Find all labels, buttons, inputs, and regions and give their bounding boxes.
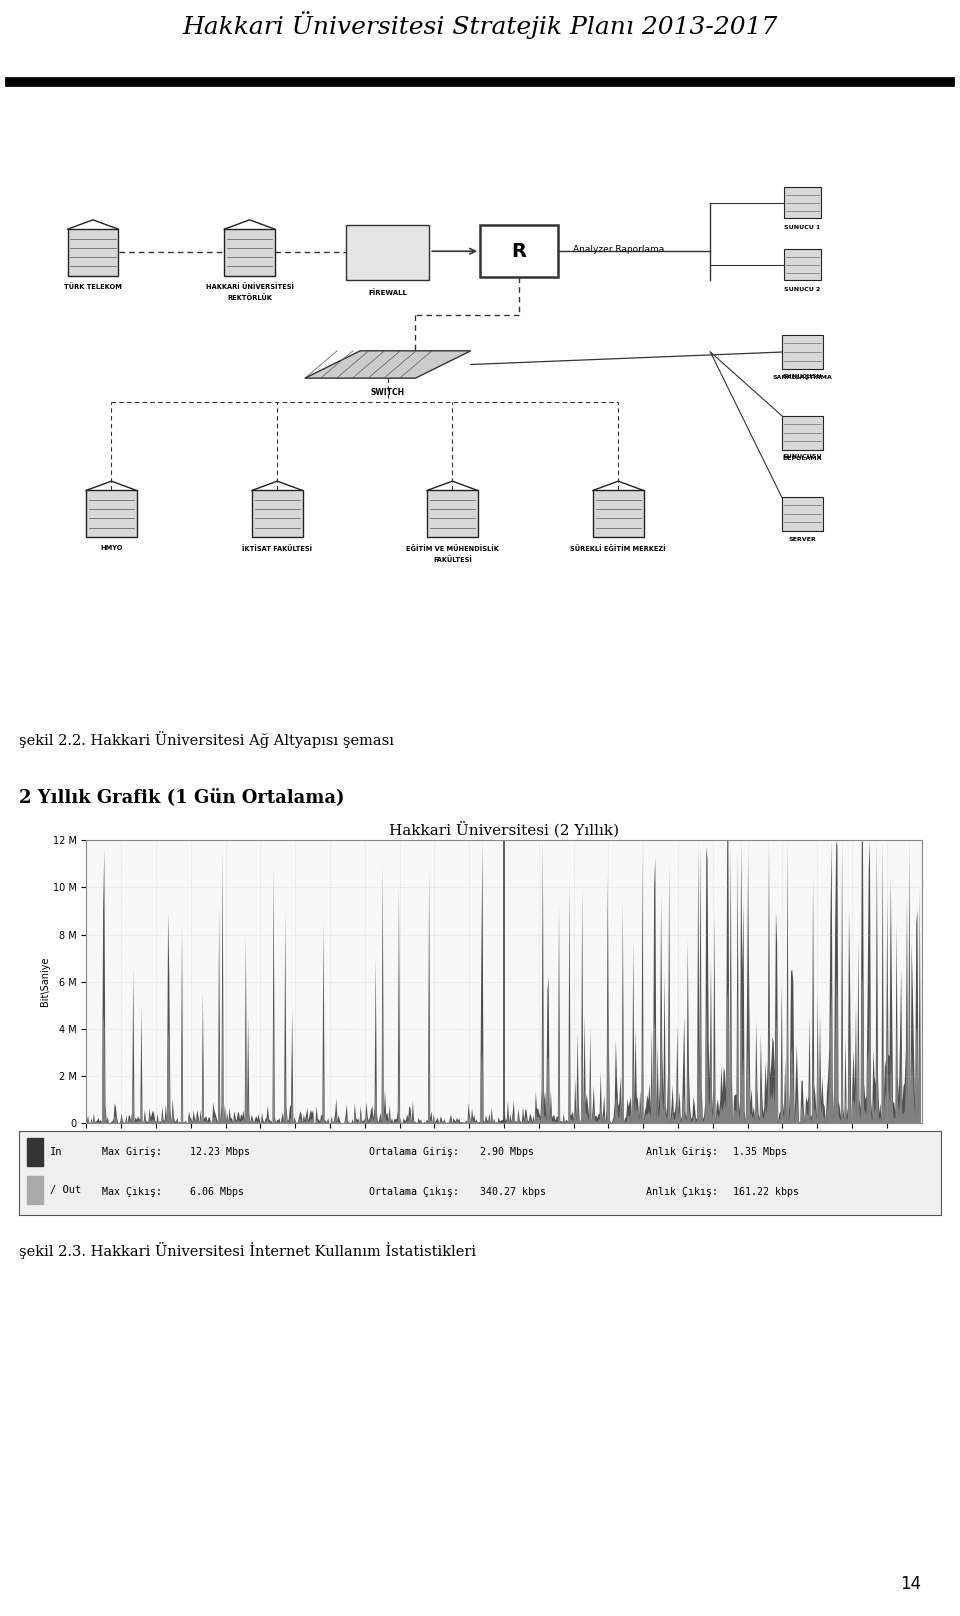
- Bar: [593, 491, 643, 537]
- Text: 340.27 kbps: 340.27 kbps: [480, 1186, 546, 1197]
- Text: SÜREKLİ EĞİTİM MERKEZİ: SÜREKLİ EĞİTİM MERKEZİ: [570, 545, 666, 551]
- Bar: [27, 1176, 43, 1204]
- Bar: [427, 491, 478, 537]
- Text: şekil 2.3. Hakkari Üniversitesi İnternet Kullanım İstatistikleri: şekil 2.3. Hakkari Üniversitesi İnternet…: [19, 1243, 476, 1259]
- Text: Ortalama Çıkış:: Ortalama Çıkış:: [370, 1186, 460, 1197]
- Text: SANALLAŞTIRMA: SANALLAŞTIRMA: [773, 375, 832, 380]
- Bar: [67, 229, 118, 276]
- Text: 12.23 Mbps: 12.23 Mbps: [190, 1147, 250, 1157]
- Text: SWITCH: SWITCH: [371, 388, 405, 398]
- Text: 161.22 kbps: 161.22 kbps: [733, 1186, 800, 1197]
- Y-axis label: Bit\Saniye: Bit\Saniye: [40, 957, 50, 1007]
- Title: Hakkari Üniversitesi (2 Yıllık): Hakkari Üniversitesi (2 Yıllık): [389, 821, 619, 837]
- Text: In: In: [50, 1147, 62, 1157]
- Text: 6.06 Mbps: 6.06 Mbps: [190, 1186, 244, 1197]
- Text: TÜRK TELEKOM: TÜRK TELEKOM: [64, 283, 122, 291]
- Text: Max Giriş:: Max Giriş:: [102, 1147, 162, 1157]
- Text: Analyzer Raporlama: Analyzer Raporlama: [572, 246, 664, 254]
- Text: Anlık Giriş:: Anlık Giriş:: [646, 1147, 718, 1157]
- Text: İKTİSAT FAKÜLTESİ: İKTİSAT FAKÜLTESİ: [242, 545, 312, 551]
- Bar: [784, 187, 821, 218]
- Text: Anlık Çıkış:: Anlık Çıkış:: [646, 1186, 718, 1197]
- Text: FAKÜLTESİ: FAKÜLTESİ: [433, 556, 471, 562]
- Bar: [225, 229, 275, 276]
- Text: SUNUCU 1: SUNUCU 1: [784, 225, 821, 229]
- Text: SERVER: SERVER: [789, 537, 816, 541]
- Text: R: R: [512, 242, 527, 260]
- Text: / Out: / Out: [50, 1185, 81, 1194]
- Text: EĞİTİM VE MÜHENDİSLİK: EĞİTİM VE MÜHENDİSLİK: [406, 545, 499, 551]
- Bar: [252, 491, 302, 537]
- Text: DEPOLAMA: DEPOLAMA: [782, 456, 823, 461]
- Text: şekil 2.2. Hakkari Üniversitesi Ağ Altyapısı şeması: şekil 2.2. Hakkari Üniversitesi Ağ Altya…: [19, 730, 395, 748]
- Text: Ortalama Giriş:: Ortalama Giriş:: [370, 1147, 460, 1157]
- Text: SUNUCUSU: SUNUCUSU: [782, 373, 823, 378]
- Bar: [781, 335, 824, 368]
- Text: SUNUCUSU: SUNUCUSU: [782, 454, 823, 459]
- Bar: [781, 415, 824, 449]
- Text: 2.90 Mbps: 2.90 Mbps: [480, 1147, 534, 1157]
- Text: 1.35 Mbps: 1.35 Mbps: [733, 1147, 787, 1157]
- Text: Hakkari Üniversitesi Stratejik Planı 2013-2017: Hakkari Üniversitesi Stratejik Planı 201…: [182, 11, 778, 39]
- Text: Max Çıkış:: Max Çıkış:: [102, 1186, 162, 1197]
- Text: REKTÖRLÜK: REKTÖRLÜK: [228, 294, 272, 302]
- Text: HAKKARİ ÜNİVERSİTESİ: HAKKARİ ÜNİVERSİTESİ: [205, 283, 294, 291]
- Bar: [781, 496, 824, 532]
- Text: HMYO: HMYO: [100, 545, 123, 551]
- Text: FİREWALL: FİREWALL: [369, 289, 407, 296]
- Text: 14: 14: [900, 1574, 922, 1593]
- Bar: [784, 249, 821, 281]
- Text: 2 Yıllık Grafik (1 Gün Ortalama): 2 Yıllık Grafik (1 Gün Ortalama): [19, 787, 345, 806]
- Polygon shape: [305, 351, 470, 378]
- Bar: [86, 491, 136, 537]
- Bar: [27, 1138, 43, 1167]
- Text: SUNUCU 2: SUNUCU 2: [784, 286, 821, 292]
- Bar: [480, 225, 559, 278]
- Bar: [347, 225, 429, 281]
